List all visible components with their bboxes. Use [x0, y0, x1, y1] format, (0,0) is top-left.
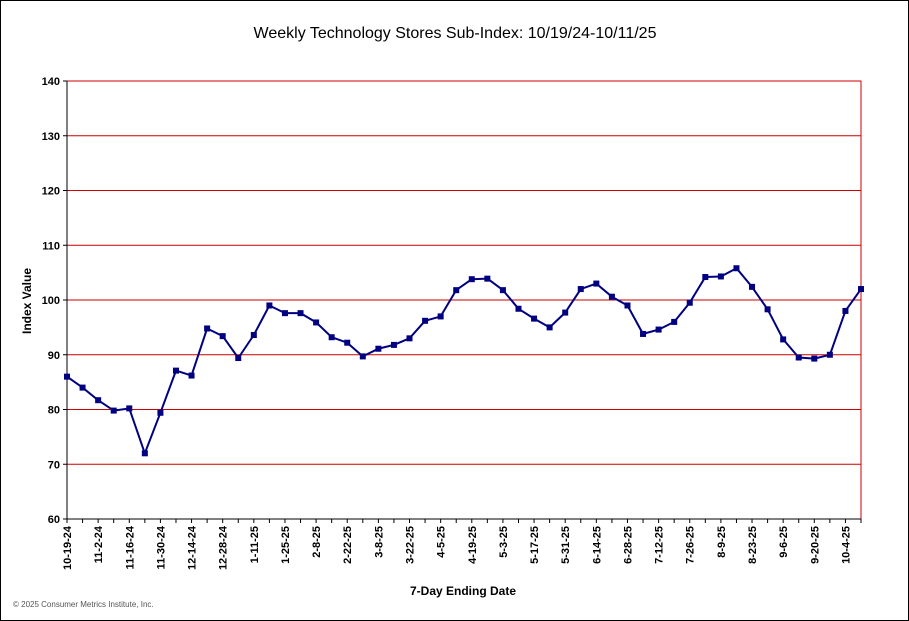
data-point: [188, 372, 195, 379]
data-point: [577, 286, 584, 293]
x-tick-label: 12-28-24: [218, 525, 230, 570]
plot-area: 60 70 80 90 100 110 120 130 140 10-19-24 11-2-24 11…: [42, 76, 864, 570]
data-point: [266, 302, 273, 309]
data-point: [780, 336, 787, 343]
x-axis-title: 7-Day Ending Date: [410, 584, 516, 598]
data-point: [811, 355, 818, 362]
data-point: [204, 325, 211, 332]
data-point: [749, 283, 756, 290]
data-point: [313, 319, 320, 326]
data-point: [795, 354, 802, 361]
x-tick-label: 5-3-25: [498, 526, 510, 558]
data-point: [484, 275, 491, 282]
data-point: [671, 318, 678, 325]
data-point: [655, 326, 662, 333]
x-tick-label: 8-9-25: [716, 526, 728, 558]
data-point: [110, 407, 117, 414]
series-line: [66, 267, 862, 455]
x-tick-label: 9-20-25: [809, 526, 821, 564]
data-point: [702, 274, 709, 281]
data-point: [79, 384, 86, 391]
x-tick-label: 10-4-25: [840, 526, 852, 564]
data-point: [562, 309, 569, 316]
x-tick-label: 4-19-25: [467, 526, 479, 564]
x-tick-label: 9-6-25: [778, 526, 790, 558]
chart-title: Weekly Technology Stores Sub-Index: 10/1…: [254, 25, 657, 42]
data-point: [344, 339, 351, 346]
data-point: [281, 310, 288, 317]
x-tick-label: 11-16-24: [124, 525, 136, 569]
data-point: [515, 305, 522, 312]
data-point: [453, 287, 460, 294]
y-tick-label: 110: [42, 240, 60, 252]
y-tick-label: 80: [48, 405, 60, 417]
x-tick-label: 5-31-25: [560, 526, 572, 564]
y-tick-label: 100: [42, 295, 60, 307]
data-point: [250, 332, 257, 339]
data-point: [764, 306, 771, 313]
data-point: [593, 280, 600, 287]
y-tick-label: 140: [42, 76, 60, 88]
data-point: [608, 293, 615, 300]
x-tick-label: 2-22-25: [342, 526, 354, 564]
data-point: [826, 351, 833, 358]
x-tick-label: 3-22-25: [405, 526, 417, 564]
data-point: [157, 409, 164, 416]
data-point: [640, 330, 647, 337]
data-point: [717, 273, 724, 280]
y-tick-label: 70: [48, 459, 60, 471]
data-point: [297, 310, 304, 317]
data-point: [126, 405, 133, 412]
x-tick-label: 6-28-25: [622, 526, 634, 564]
x-tick-label: 7-26-25: [685, 526, 697, 564]
x-tick-label: 1-25-25: [280, 526, 292, 564]
x-tick-label: 2-8-25: [311, 526, 323, 558]
data-point: [95, 397, 102, 404]
data-point: [328, 334, 335, 341]
data-point: [624, 302, 631, 309]
x-tick-label: 11-2-24: [93, 525, 105, 563]
y-tick-label: 130: [42, 131, 60, 143]
data-point: [141, 450, 148, 457]
data-point: [499, 287, 506, 294]
x-tick-label: 4-5-25: [436, 526, 448, 558]
data-point: [686, 299, 693, 306]
x-tick-label: 8-23-25: [747, 526, 759, 564]
data-point: [422, 317, 429, 324]
data-point: [390, 341, 397, 348]
y-tick-label: 90: [48, 350, 60, 362]
data-point: [546, 324, 553, 331]
data-point: [406, 335, 413, 342]
data-point: [64, 373, 70, 380]
x-tick-label: 10-19-24: [62, 525, 74, 570]
y-axis-title: Index Value: [20, 268, 34, 334]
x-tick-label: 7-12-25: [654, 526, 666, 564]
data-point: [219, 333, 226, 340]
data-point: [172, 367, 179, 374]
data-point: [858, 286, 864, 293]
x-tick-label: 11-30-24: [155, 525, 167, 569]
x-tick-label: 5-17-25: [529, 526, 541, 564]
data-point: [359, 353, 366, 360]
data-point: [842, 307, 849, 314]
y-tick-label: 120: [42, 186, 60, 198]
x-tick-label: 1-11-25: [249, 526, 261, 563]
x-tick-label: 3-8-25: [373, 526, 385, 558]
x-tick-label: 6-14-25: [591, 526, 603, 564]
data-point: [468, 276, 475, 283]
x-tick-label: 12-14-24: [187, 525, 199, 570]
data-point: [235, 355, 242, 362]
y-tick-label: 60: [48, 514, 60, 526]
copyright-notice: © 2025 Consumer Metrics Institute, Inc.: [13, 600, 154, 609]
data-point: [375, 345, 382, 352]
data-point: [733, 265, 740, 272]
data-point: [437, 313, 444, 320]
data-point: [531, 315, 538, 322]
